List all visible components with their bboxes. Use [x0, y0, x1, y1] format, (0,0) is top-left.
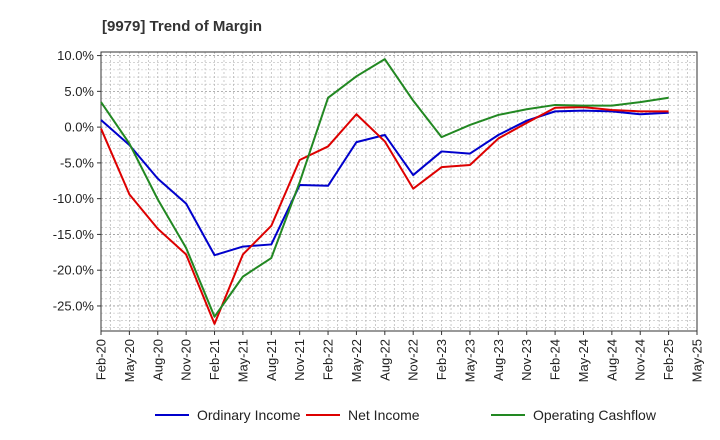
y-tick-label: 10.0% — [57, 48, 94, 63]
x-tick-label: May-22 — [349, 339, 364, 382]
legend-label-net-income: Net Income — [348, 407, 420, 423]
legend-label-operating-cashflow: Operating Cashflow — [533, 407, 657, 423]
x-tick-label: Aug-21 — [264, 339, 279, 381]
x-tick-label: Aug-22 — [377, 339, 392, 381]
x-tick-label: Feb-23 — [434, 339, 449, 380]
x-tick-label: Feb-22 — [321, 339, 336, 380]
legend-label-ordinary-income: Ordinary Income — [197, 407, 301, 423]
x-tick-label: Nov-22 — [406, 339, 421, 381]
y-tick-label: 5.0% — [64, 84, 94, 99]
x-tick-label: Nov-23 — [519, 339, 534, 381]
y-tick-label: 0.0% — [64, 120, 94, 135]
x-tick-label: Nov-21 — [292, 339, 307, 381]
x-tick-label: Aug-23 — [491, 339, 506, 381]
y-tick-label: -5.0% — [60, 155, 94, 170]
series-line-operating-cashflow — [100, 58, 669, 318]
x-tick-label: May-20 — [122, 339, 137, 382]
y-tick-label: -25.0% — [53, 298, 95, 313]
legend: Ordinary Income Net Income Operating Cashf… — [155, 407, 657, 423]
x-tick-label: May-21 — [235, 339, 250, 382]
x-tick-label: Nov-20 — [179, 339, 194, 381]
y-tick-label: -10.0% — [53, 191, 95, 206]
x-tick-label: May-25 — [690, 339, 705, 382]
x-tick-label: Feb-24 — [548, 339, 563, 380]
x-tick-label: Feb-21 — [207, 339, 222, 380]
x-tick-label: Nov-24 — [633, 339, 648, 381]
series-line-net-income — [100, 106, 669, 325]
y-tick-label: -20.0% — [53, 263, 95, 278]
plot-area: 10.0% 5.0% 0.0% -5.0% -10.0% -15.0% -20.0% -25.… — [53, 48, 705, 382]
plot-frame — [100, 51, 698, 332]
chart-title: [9979] Trend of Margin — [102, 18, 262, 35]
x-tick-label: Aug-20 — [150, 339, 165, 381]
x-tick-label: May-24 — [576, 339, 591, 382]
series-line-ordinary-income — [100, 109, 669, 257]
x-tick-label: May-23 — [462, 339, 477, 382]
x-tick-label: Feb-20 — [94, 339, 109, 380]
x-tick-label: Aug-24 — [604, 339, 619, 381]
x-tick-label: Feb-25 — [661, 339, 676, 380]
y-tick-label: -15.0% — [53, 227, 95, 242]
